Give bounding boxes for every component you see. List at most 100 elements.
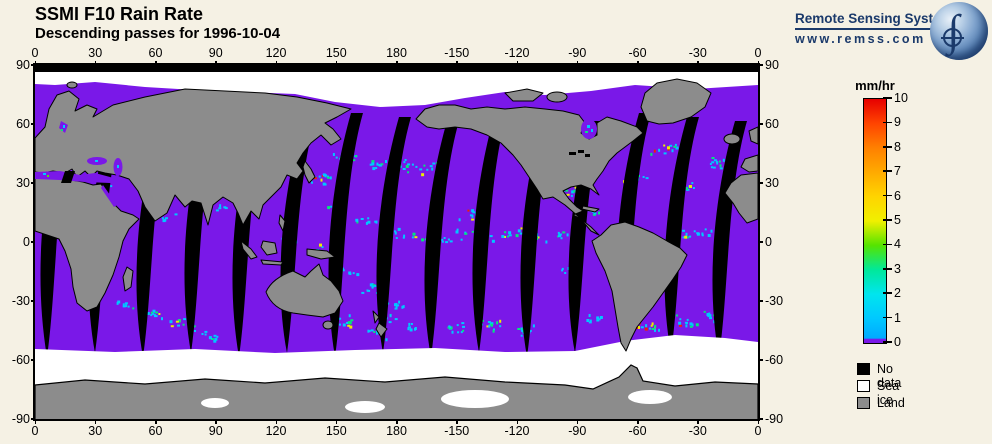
land-newguinea [306, 248, 336, 260]
lon-label-top: -90 [568, 46, 587, 60]
lon-label-bottom: 60 [148, 424, 163, 438]
colorbar-tick-label: 0 [894, 335, 901, 349]
colorbar-tick-label: 2 [894, 286, 901, 301]
lon-label-bottom: 0 [754, 424, 762, 438]
swath-gap [376, 117, 411, 353]
land-newzealand-n [372, 310, 380, 324]
axis-tick [155, 420, 157, 424]
axis-tick [759, 359, 763, 361]
remss-url-link[interactable]: www.remss.com [795, 32, 926, 46]
swath-gap [520, 117, 555, 357]
red-sea [101, 185, 117, 207]
colorbar-tick-label: 6 [894, 188, 901, 203]
axis-tick [275, 420, 277, 424]
land-south-america [591, 221, 688, 352]
swath-gap [472, 113, 507, 353]
lat-label-right: 30 [765, 176, 779, 190]
lon-label-top: -30 [688, 46, 707, 60]
land-antarctica [35, 364, 758, 419]
page-title: SSMI F10 Rain Rate [35, 4, 204, 24]
swath-gap [40, 113, 75, 357]
axis-tick [759, 182, 763, 184]
lon-label-bottom: 30 [88, 424, 103, 438]
lat-label-right: -30 [765, 294, 784, 308]
ross-ice-shelf [441, 390, 509, 408]
legend-label: Land [877, 396, 905, 410]
arctic-sea-ice [35, 72, 758, 107]
lat-label-right: -60 [765, 353, 784, 367]
land-java [260, 259, 284, 266]
ice-patch4 [201, 398, 229, 408]
legend-label: No data [877, 362, 902, 390]
colorbar-tick-label: 7 [894, 164, 901, 179]
lat-label-right: 90 [765, 58, 779, 72]
colorbar-tick [883, 219, 892, 221]
world-map [33, 63, 760, 421]
axis-tick [456, 420, 458, 424]
earth-globe-logo: ∫ [930, 2, 988, 60]
legend-swatch [857, 397, 870, 409]
colorbar-tick [883, 194, 892, 197]
land-greenland [640, 78, 712, 125]
swath-gap [712, 121, 747, 357]
colorbar-tick [883, 146, 892, 148]
great-lake3 [585, 154, 590, 157]
lat-label-right: -90 [765, 412, 784, 426]
land-cuba [581, 205, 600, 213]
page-subtitle: Descending passes for 1996-10-04 [35, 25, 281, 42]
colorbar-tick [883, 341, 892, 343]
lon-label-bottom: 90 [208, 424, 223, 438]
axis-tick [34, 420, 36, 424]
lon-label-top: -150 [444, 46, 470, 60]
axis-tick [576, 420, 579, 424]
colorbar-tick [883, 121, 892, 124]
ice-patch2 [345, 401, 385, 413]
lon-label-top: 150 [325, 46, 347, 60]
colorbar-tick [883, 316, 892, 319]
lon-label-bottom: 0 [31, 424, 39, 438]
axis-tick [31, 241, 35, 243]
axis-tick [335, 61, 338, 65]
lon-label-top: -60 [628, 46, 647, 60]
colorbar-tick [883, 97, 892, 99]
axis-tick [94, 420, 97, 424]
axis-tick [31, 418, 35, 420]
legend-label: Sea ice [877, 379, 900, 407]
land-tasmania [322, 320, 334, 330]
axis-tick [759, 418, 763, 420]
axis-tick [155, 61, 157, 65]
lon-label-top: 180 [386, 46, 407, 60]
lon-label-top: 0 [31, 46, 39, 60]
enclosed-seas [35, 119, 597, 207]
land-iceland [723, 133, 741, 145]
swath-gap [568, 121, 603, 353]
axis-tick [516, 420, 518, 424]
lon-label-top: 60 [148, 46, 163, 60]
land-britain [748, 126, 758, 145]
lat-label-right: 60 [765, 117, 779, 131]
land-svalbard [66, 81, 78, 89]
colorbar-unit-label: mm/hr [855, 78, 895, 93]
colorbar-tick-label: 10 [894, 91, 908, 105]
axis-tick [759, 300, 763, 302]
colorbar-tick-label: 1 [894, 310, 901, 325]
axis-tick [215, 420, 217, 424]
lon-label-bottom: -90 [568, 424, 587, 438]
axis-tick [456, 61, 458, 65]
land-madagascar [122, 266, 134, 292]
axis-tick [516, 61, 518, 65]
ice-patch3 [628, 390, 672, 404]
axis-tick [31, 300, 35, 302]
axis-tick [335, 420, 338, 424]
remss-logo-text: Remote Sensing Systems [795, 11, 961, 30]
lat-label-left: -60 [11, 353, 30, 367]
land-eurasia [35, 88, 352, 226]
axis-tick [576, 61, 579, 65]
axis-tick [396, 61, 398, 65]
polar-no-data-strip [35, 65, 758, 72]
axis-tick [697, 61, 699, 65]
lon-label-top: 30 [88, 46, 103, 60]
lon-label-top: -120 [504, 46, 530, 60]
lat-label-left: -30 [11, 294, 30, 308]
axis-tick [697, 420, 699, 424]
